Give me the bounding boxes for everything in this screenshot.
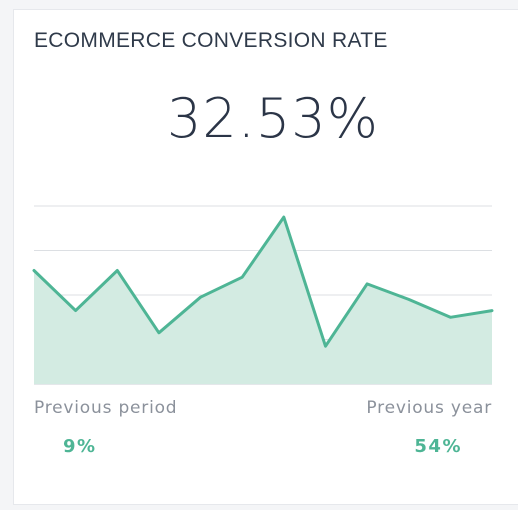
metric-value: 32.53% xyxy=(167,87,379,150)
widget-title: ECOMMERCE CONVERSION RATE xyxy=(34,29,388,52)
chart-line xyxy=(32,215,494,348)
chart-area xyxy=(34,217,492,384)
previous-year-label: Previous year xyxy=(366,398,492,418)
previous-period-label: Previous period xyxy=(34,398,178,418)
previous-year-value: 54% xyxy=(414,436,462,457)
previous-period-value: 9% xyxy=(63,436,97,457)
